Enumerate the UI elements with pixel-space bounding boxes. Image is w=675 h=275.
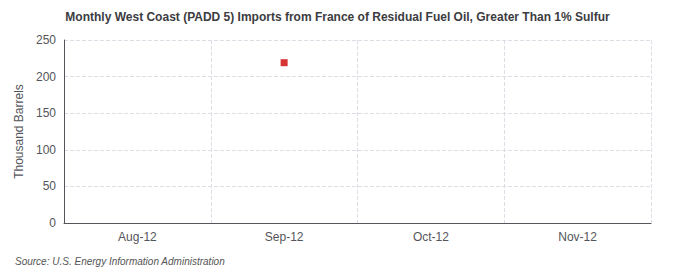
svg-text:Thousand Barrels: Thousand Barrels <box>12 84 26 179</box>
svg-text:250: 250 <box>36 33 56 47</box>
svg-text:Nov-12: Nov-12 <box>558 230 597 244</box>
svg-text:Aug-12: Aug-12 <box>118 230 157 244</box>
svg-text:Source: U.S. Energy Informatio: Source: U.S. Energy Information Administ… <box>15 256 225 267</box>
svg-text:150: 150 <box>36 106 56 120</box>
svg-text:Monthly West Coast (PADD 5) Im: Monthly West Coast (PADD 5) Imports from… <box>65 10 610 24</box>
svg-text:Sep-12: Sep-12 <box>265 230 304 244</box>
svg-text:100: 100 <box>36 143 56 157</box>
svg-text:Oct-12: Oct-12 <box>413 230 449 244</box>
svg-text:200: 200 <box>36 70 56 84</box>
svg-text:0: 0 <box>49 216 56 230</box>
svg-text:50: 50 <box>43 179 57 193</box>
